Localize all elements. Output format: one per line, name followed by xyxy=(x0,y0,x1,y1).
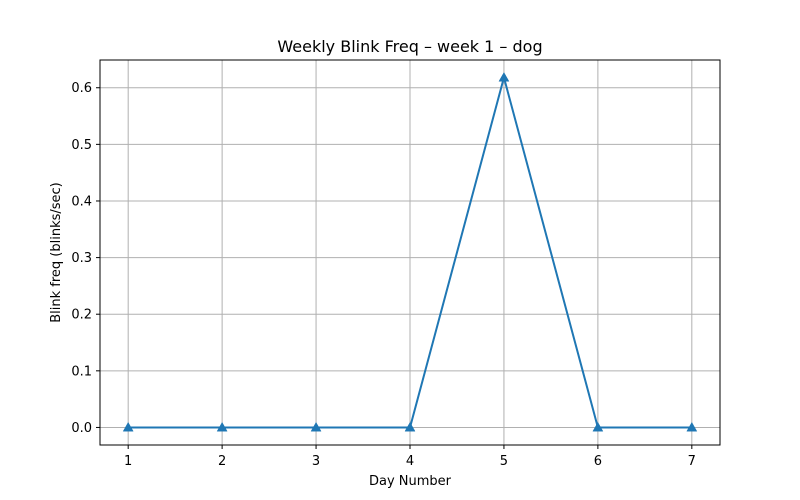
y-tick-label: 0.3 xyxy=(71,251,92,266)
y-tick-label: 0.0 xyxy=(71,421,92,436)
data-point-marker xyxy=(498,72,510,82)
x-tick-label: 2 xyxy=(218,454,226,469)
x-tick-label: 3 xyxy=(312,454,320,469)
y-tick-label: 0.5 xyxy=(71,138,92,153)
data-point-marker xyxy=(310,421,322,432)
x-tick-label: 1 xyxy=(124,454,132,469)
x-axis-label: Day Number xyxy=(369,474,452,489)
ticks: 1 2 3 4 5 6 7 0.0 0.1 0.2 0.3 0.4 0.5 0.6 xyxy=(71,81,696,469)
data-point-marker xyxy=(216,421,228,432)
data-point-marker xyxy=(122,421,134,432)
y-axis-label: Blink freq (blinks/sec) xyxy=(49,182,64,323)
y-tick-label: 0.4 xyxy=(71,194,92,209)
x-tick-label: 4 xyxy=(406,454,414,469)
y-tick-label: 0.6 xyxy=(71,81,92,96)
data-point-marker xyxy=(592,421,604,432)
data-point-marker xyxy=(686,421,698,432)
y-tick-label: 0.1 xyxy=(71,364,92,379)
x-tick-label: 7 xyxy=(688,454,696,469)
y-tick-label: 0.2 xyxy=(71,308,92,323)
data-point-marker xyxy=(404,421,416,432)
chart-title: Weekly Blink Freq – week 1 – dog xyxy=(277,37,542,56)
series-layer xyxy=(122,72,698,432)
x-tick-label: 6 xyxy=(594,454,602,469)
x-tick-label: 5 xyxy=(500,454,508,469)
